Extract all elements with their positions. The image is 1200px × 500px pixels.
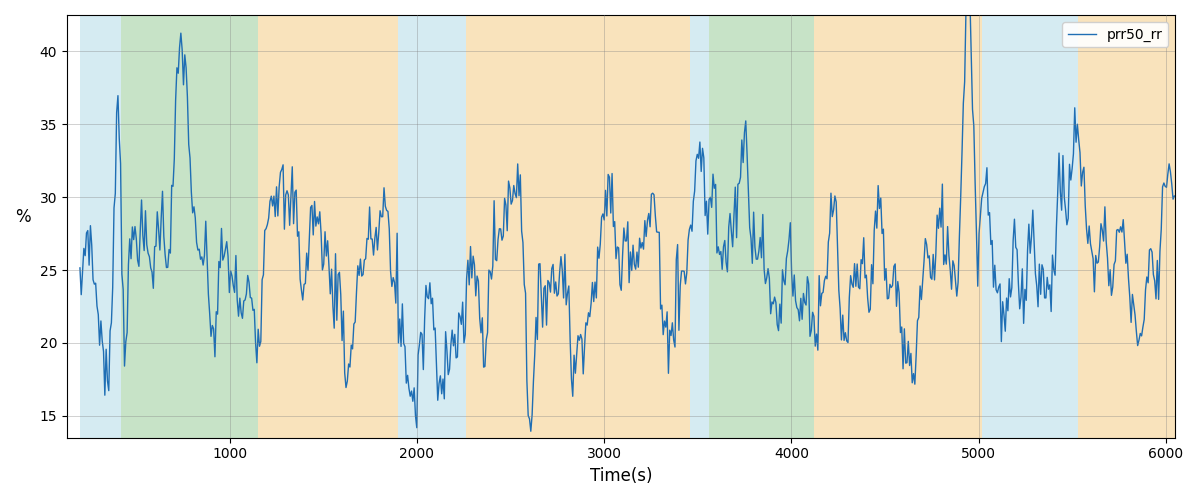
prr50_rr	[1008, 244, 1022, 250]
Bar	[814, 15, 983, 438]
Bar	[258, 15, 398, 438]
Bar	[80, 15, 121, 438]
X-axis label: Time(s): Time(s)	[590, 467, 653, 485]
prr50_rr	[931, 226, 946, 232]
Bar	[398, 15, 466, 438]
prr50_rr	[1012, 280, 1026, 286]
Bar	[709, 15, 814, 438]
prr50_rr	[1168, 193, 1182, 199]
Y-axis label: %: %	[14, 208, 31, 226]
Bar	[690, 15, 709, 438]
Line: prr50_rr: prr50_rr	[80, 0, 1175, 432]
prr50_rr	[523, 428, 538, 434]
Bar	[983, 15, 1078, 438]
Legend: prr50_rr: prr50_rr	[1062, 22, 1169, 47]
prr50_rr	[622, 280, 636, 285]
Bar	[121, 15, 258, 438]
prr50_rr	[826, 214, 840, 220]
Bar	[1078, 15, 1175, 438]
Bar	[466, 15, 690, 438]
prr50_rr	[73, 265, 88, 271]
prr50_rr	[97, 392, 112, 398]
